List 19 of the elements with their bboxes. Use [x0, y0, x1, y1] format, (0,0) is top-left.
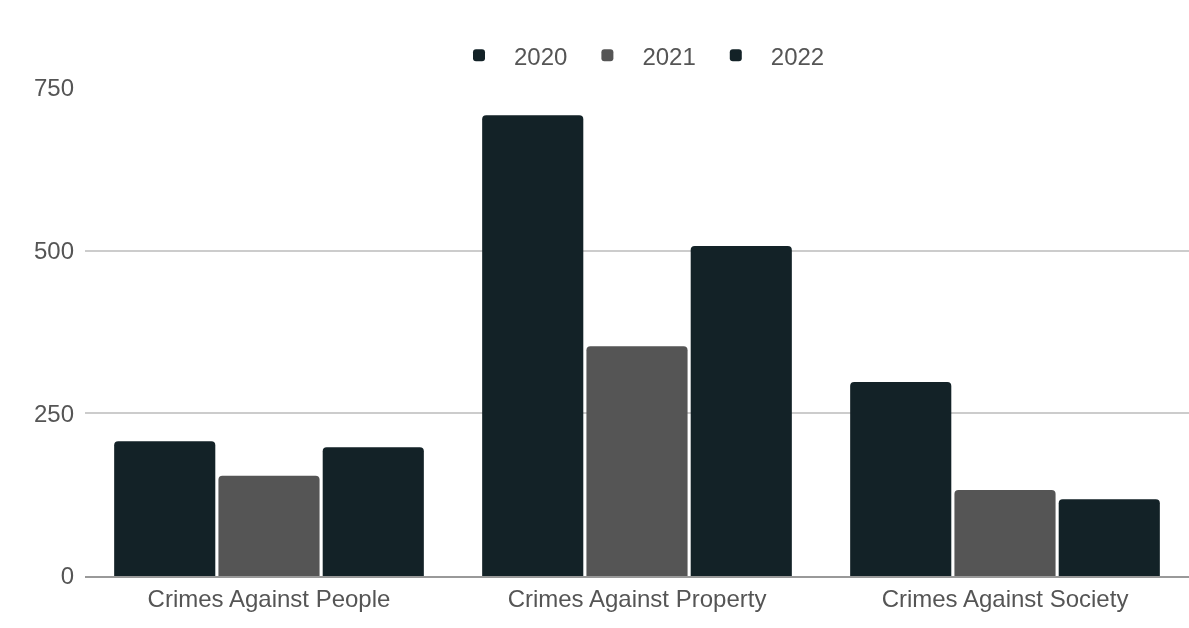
bar	[114, 441, 216, 576]
legend-label: 2022	[770, 42, 825, 70]
bar	[322, 447, 424, 576]
y-tick-label: 250	[33, 399, 74, 427]
y-tick-label: 750	[33, 74, 74, 102]
legend-label: 2021	[642, 42, 696, 70]
bar	[482, 115, 584, 576]
bar	[690, 246, 792, 576]
bar	[1058, 499, 1160, 576]
y-tick-label: 0	[60, 562, 74, 590]
x-tick-label: Crimes Against People	[147, 584, 391, 612]
x-tick-label: Crimes Against Society	[881, 584, 1129, 612]
bar	[954, 490, 1056, 576]
bar	[218, 475, 320, 576]
bar	[586, 346, 688, 576]
bar	[850, 382, 952, 576]
y-tick-label: 500	[33, 237, 74, 265]
x-tick-label: Crimes Against Property	[507, 584, 767, 612]
legend-label: 2020	[514, 42, 568, 70]
